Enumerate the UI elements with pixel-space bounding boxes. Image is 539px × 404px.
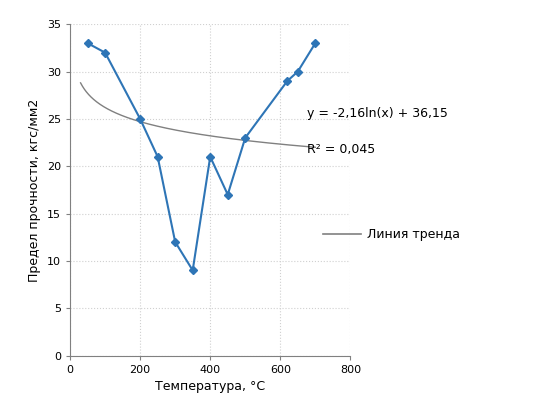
Text: R² = 0,045: R² = 0,045: [307, 143, 376, 156]
Y-axis label: Предел прочности, кгс/мм2: Предел прочности, кгс/мм2: [29, 98, 42, 282]
Text: y = -2,16ln(x) + 36,15: y = -2,16ln(x) + 36,15: [307, 107, 448, 120]
Text: Линия тренда: Линия тренда: [367, 228, 460, 241]
X-axis label: Температура, °C: Температура, °C: [155, 380, 265, 393]
